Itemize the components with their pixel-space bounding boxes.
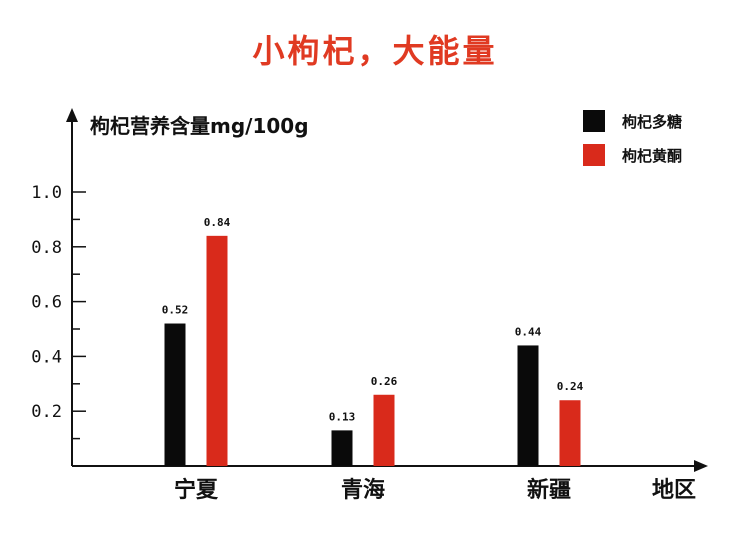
y-ticks: 0.2 0.4 0.6 0.8 1.0 <box>31 183 86 440</box>
bar-sugar <box>164 323 186 466</box>
legend-swatch-flavone <box>583 144 605 166</box>
y-tick-label: 0.4 <box>31 347 62 367</box>
x-category-labels: 宁夏 青海 新疆 <box>174 477 571 503</box>
legend: 枸杞多糖 枸杞黄酮 <box>583 110 682 166</box>
chart-title: 小枸杞，大能量 <box>252 32 498 70</box>
bar-flavone <box>206 235 228 466</box>
bar-flavone <box>373 394 395 466</box>
legend-label-flavone: 枸杞黄酮 <box>622 147 682 165</box>
y-axis-label: 枸杞营养含量mg/100g <box>90 114 309 138</box>
bar-value-label: 0.24 <box>557 380 584 393</box>
legend-swatch-sugar <box>583 110 605 132</box>
bar-flavone <box>559 400 581 466</box>
bar-value-label: 0.13 <box>329 410 356 423</box>
bars: 0.52 0.84 0.13 0.26 0.44 0.24 <box>162 216 584 466</box>
y-axis-arrow <box>66 108 78 122</box>
x-category-label: 宁夏 <box>174 477 219 503</box>
x-category-label: 新疆 <box>527 477 571 503</box>
bar-sugar <box>517 345 539 466</box>
bar-sugar <box>331 430 353 466</box>
bar-value-label: 0.26 <box>371 375 398 388</box>
bar-value-label: 0.52 <box>162 304 189 317</box>
y-tick-label: 0.6 <box>31 293 62 313</box>
bar-value-label: 0.84 <box>204 216 231 229</box>
x-axis-label: 地区 <box>652 478 696 503</box>
legend-label-sugar: 枸杞多糖 <box>622 113 682 131</box>
bar-value-label: 0.44 <box>515 325 542 338</box>
y-tick-label: 0.2 <box>31 402 62 422</box>
y-tick-label: 1.0 <box>31 183 62 203</box>
x-axis-arrow <box>694 460 708 472</box>
x-category-label: 青海 <box>341 477 385 503</box>
y-tick-label: 0.8 <box>31 238 62 258</box>
